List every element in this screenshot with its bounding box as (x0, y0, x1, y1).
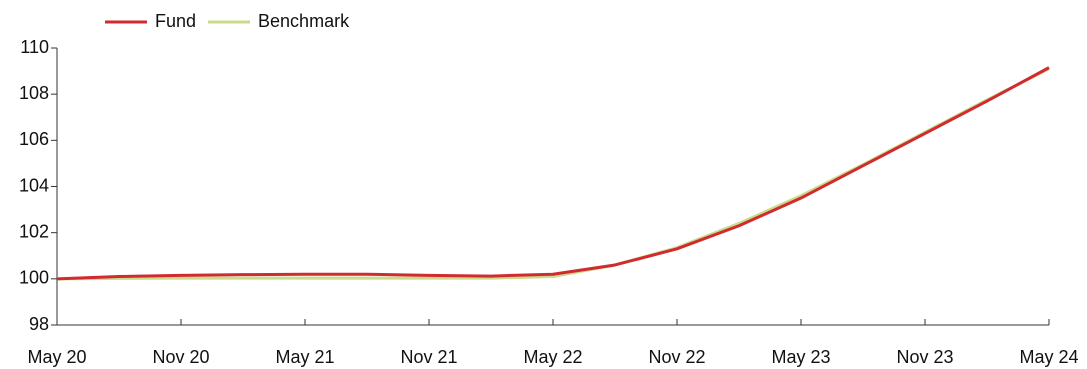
x-tick-label: May 21 (275, 347, 334, 367)
legend-label: Fund (155, 11, 196, 31)
x-tick-label: Nov 22 (648, 347, 705, 367)
y-tick-label: 106 (19, 129, 49, 149)
y-tick-label: 100 (19, 268, 49, 288)
series-line (56, 67, 1050, 281)
y-tick-label: 98 (29, 314, 49, 334)
legend-label: Benchmark (258, 11, 350, 31)
x-tick-label: May 22 (523, 347, 582, 367)
x-tick-label: Nov 21 (400, 347, 457, 367)
y-tick-label: 102 (19, 221, 49, 241)
y-tick-label: 108 (19, 83, 49, 103)
x-tick-label: Nov 23 (896, 347, 953, 367)
x-tick-label: May 20 (27, 347, 86, 367)
y-tick-label: 104 (19, 175, 49, 195)
x-tick-label: Nov 20 (152, 347, 209, 367)
y-tick-label: 110 (20, 37, 49, 57)
x-tick-label: May 24 (1019, 347, 1078, 367)
x-tick-label: May 23 (771, 347, 830, 367)
series-line (56, 66, 1050, 281)
